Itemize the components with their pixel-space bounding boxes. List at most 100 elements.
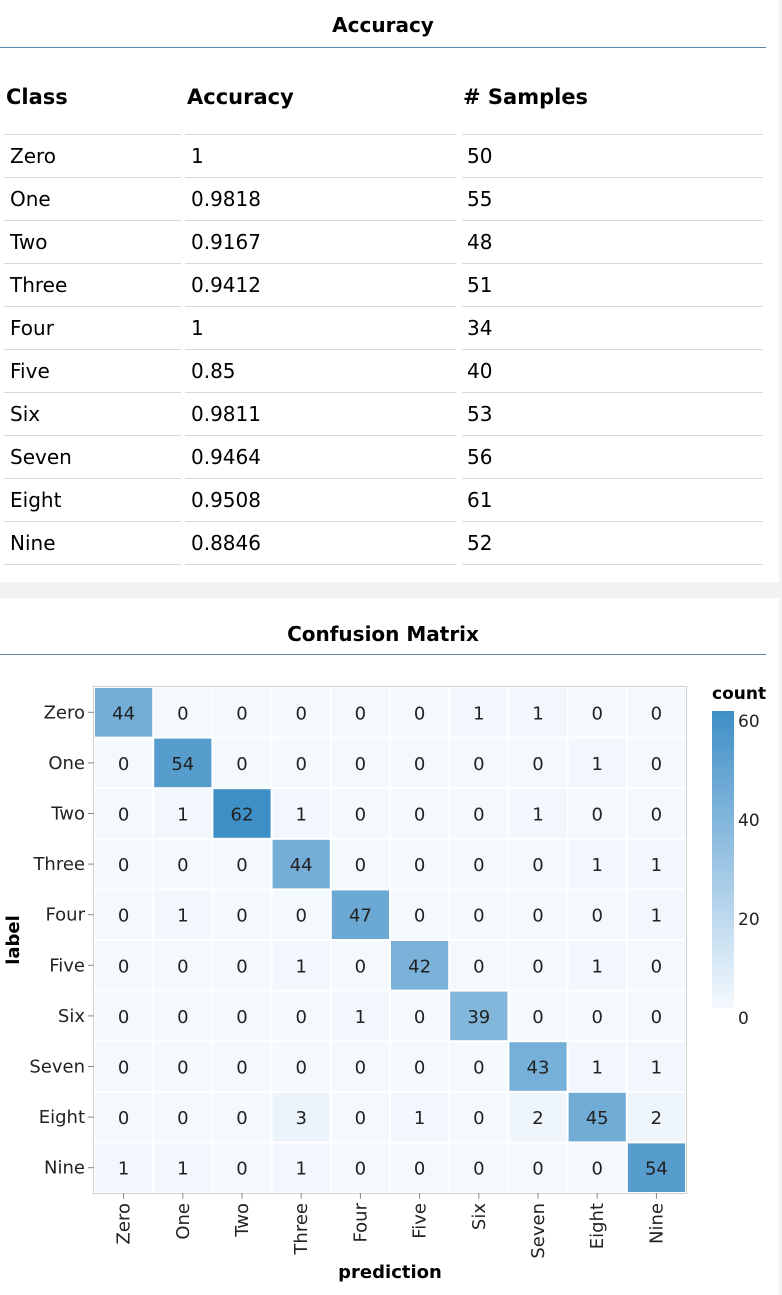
cell-samples: 40: [467, 359, 493, 383]
legend-tick-label: 40: [738, 811, 760, 831]
heatmap-cell: [391, 738, 449, 788]
row-divider: [4, 177, 181, 178]
y-tick-label: Eight: [39, 1107, 85, 1128]
heatmap-cell: [391, 688, 449, 737]
confusion-matrix-title: Confusion Matrix: [287, 622, 479, 646]
cell-value-label: 0: [414, 754, 425, 775]
heatmap-cell: [450, 839, 508, 889]
legend-title: count: [712, 684, 766, 704]
y-tick-label: Six: [58, 1006, 85, 1027]
row-divider: [462, 392, 763, 393]
cell-value-label: 1: [651, 906, 662, 927]
heatmap-cell: [509, 1092, 567, 1142]
heatmap-cell: [391, 941, 449, 990]
heatmap-cell: [509, 789, 567, 838]
heatmap-cell: [272, 738, 330, 788]
heatmap-cell: [154, 1143, 212, 1192]
cell-value-label: 0: [118, 805, 129, 826]
table-bottom: [0, 564, 779, 567]
cell-value-label: 54: [645, 1159, 668, 1180]
cell-value-label: 0: [295, 754, 306, 775]
cell-value-label: 0: [355, 805, 366, 826]
cell-samples: 51: [467, 273, 493, 297]
cell-class: Nine: [10, 531, 56, 555]
cell-value-label: 0: [118, 1058, 129, 1079]
heatmap-cell: [568, 1042, 626, 1091]
cell-value-label: 0: [651, 703, 662, 724]
cell-value-label: 0: [591, 805, 602, 826]
row-divider: [185, 564, 456, 565]
cell-class: Eight: [10, 488, 62, 512]
heatmap-cell: [627, 1092, 685, 1142]
heatmap-cell: [154, 1092, 212, 1142]
cell-value-label: 0: [118, 906, 129, 927]
heatmap-cell: [509, 1143, 567, 1192]
cell-value-label: 0: [118, 956, 129, 977]
cell-value-label: 44: [290, 855, 313, 876]
heatmap-cell: [627, 738, 685, 788]
cell-value-label: 0: [532, 906, 543, 927]
cell-value-label: 0: [651, 805, 662, 826]
x-tick-label: Two: [232, 1203, 253, 1238]
heatmap-cell: [154, 941, 212, 990]
cell-value-label: 43: [527, 1058, 550, 1079]
heatmap-cell: [154, 839, 212, 889]
heatmap-cell: [213, 991, 271, 1041]
cell-value-label: 1: [414, 1108, 425, 1129]
cell-value-label: 0: [473, 855, 484, 876]
accuracy-title: Accuracy: [332, 13, 434, 37]
cell-value-label: 0: [177, 1108, 188, 1129]
heatmap-cell: [331, 991, 389, 1041]
cell-value-label: 3: [295, 1108, 306, 1129]
heatmap-cell: [627, 991, 685, 1041]
cell-value-label: 0: [236, 1159, 247, 1180]
x-tick-label: Five: [410, 1203, 431, 1239]
cell-value-label: 44: [112, 703, 135, 724]
x-tick-label: Four: [350, 1202, 371, 1242]
cell-accuracy: 1: [191, 144, 204, 168]
cell-value-label: 0: [355, 1058, 366, 1079]
y-axis-title: label: [3, 915, 24, 965]
heatmap-cell: [213, 1042, 271, 1091]
heatmap-cell: [450, 1042, 508, 1091]
heatmap-cell: [331, 1042, 389, 1091]
heatmap-cell: [627, 941, 685, 990]
cell-accuracy: 0.9464: [191, 445, 261, 469]
heatmap-cell: [391, 839, 449, 889]
table-row: Five 0.85 40: [0, 349, 779, 393]
y-tick-label: Zero: [44, 702, 85, 723]
cell-value-label: 0: [591, 703, 602, 724]
heatmap-cell: [450, 1143, 508, 1192]
row-divider: [4, 392, 181, 393]
heatmap-cell: [213, 688, 271, 737]
table-row: Eight 0.9508 61: [0, 478, 779, 522]
cell-value-label: 0: [651, 1007, 662, 1028]
cell-value-label: 0: [177, 703, 188, 724]
cell-value-label: 0: [532, 1007, 543, 1028]
cell-value-label: 0: [473, 956, 484, 977]
cell-value-label: 0: [236, 906, 247, 927]
table-row: Seven 0.9464 56: [0, 435, 779, 479]
table-row: Nine 0.8846 52: [0, 521, 779, 565]
row-divider: [185, 220, 456, 221]
cell-value-label: 0: [355, 703, 366, 724]
cell-value-label: 39: [467, 1007, 490, 1028]
cell-value-label: 0: [295, 1058, 306, 1079]
cell-value-label: 0: [236, 1108, 247, 1129]
heatmap-cell: [627, 1042, 685, 1091]
cell-value-label: 0: [118, 855, 129, 876]
cell-value-label: 0: [236, 1058, 247, 1079]
row-divider: [462, 263, 763, 264]
cell-value-label: 0: [414, 906, 425, 927]
heatmap-cells: 44 0 0 0 0 0 1 1 0 0 0 54 0 0 0 0 0 0 1 0 0 1 62 1 0 0 0 1 0 0 0 0 0 44 0 0…: [93, 686, 687, 1194]
row-divider: [185, 392, 456, 393]
heatmap-cell: [272, 1042, 330, 1091]
table-row: Four 1 34: [0, 306, 779, 350]
row-divider: [4, 521, 181, 522]
cell-value-label: 0: [414, 1007, 425, 1028]
cell-value-label: 0: [355, 855, 366, 876]
cell-value-label: 0: [414, 855, 425, 876]
heatmap-cell: [95, 738, 153, 788]
heatmap-cell: [568, 688, 626, 737]
y-tick-label: Four: [45, 905, 85, 926]
